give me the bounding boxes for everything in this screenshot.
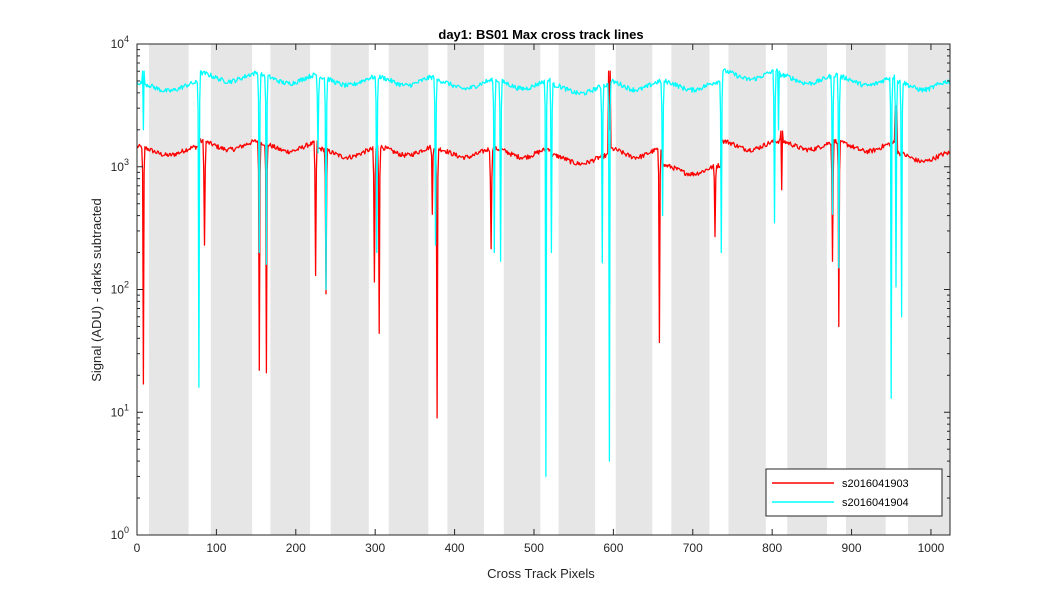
- y-tick-exponent: 4: [124, 34, 129, 44]
- shaded-band: [728, 44, 766, 535]
- shaded-band: [671, 44, 710, 535]
- shaded-band: [330, 44, 369, 535]
- x-axis-label: Cross Track Pixels: [487, 566, 595, 581]
- y-tick-exponent: 0: [124, 525, 129, 535]
- shaded-band: [558, 44, 596, 535]
- x-tick-label: 400: [445, 541, 465, 555]
- shaded-band: [503, 44, 541, 535]
- shaded-band: [148, 44, 189, 535]
- y-tick-exponent: 2: [124, 280, 129, 290]
- shaded-band: [615, 44, 653, 535]
- shaded-band: [447, 44, 484, 535]
- x-tick-label: 100: [206, 541, 226, 555]
- x-tick-label: 700: [683, 541, 703, 555]
- x-tick-label: 600: [603, 541, 623, 555]
- x-tick-label: 500: [524, 541, 544, 555]
- legend-entry: s2016041904: [842, 497, 909, 509]
- shaded-band: [787, 44, 827, 535]
- series-line-s2016041903: [136, 70, 951, 419]
- x-tick-label: 800: [762, 541, 782, 555]
- x-tick-label: 0: [134, 541, 141, 555]
- legend-box: [765, 468, 943, 517]
- chart-title: day1: BS01 Max cross track lines: [438, 27, 643, 42]
- series-line-s2016041904: [136, 68, 951, 478]
- x-tick-label: 900: [842, 541, 862, 555]
- y-axis-label: Signal (ADU) - darks subtracted: [89, 198, 104, 382]
- shaded-band: [845, 44, 886, 535]
- x-tick-label: 300: [365, 541, 385, 555]
- shaded-band: [210, 44, 253, 535]
- legend: s2016041903 s2016041904: [765, 468, 943, 517]
- shaded-band: [907, 44, 950, 535]
- shaded-band: [270, 44, 311, 535]
- y-tick-exponent: 3: [124, 157, 129, 167]
- legend-entry: s2016041903: [842, 478, 909, 490]
- x-tick-label: 200: [286, 541, 306, 555]
- x-tick-label: 1000: [918, 541, 945, 555]
- shaded-band: [388, 44, 429, 535]
- plot-area: 0 100 200 300 400 500 600 700 800 900 100010010110…: [111, 34, 951, 555]
- y-tick-exponent: 1: [124, 402, 129, 412]
